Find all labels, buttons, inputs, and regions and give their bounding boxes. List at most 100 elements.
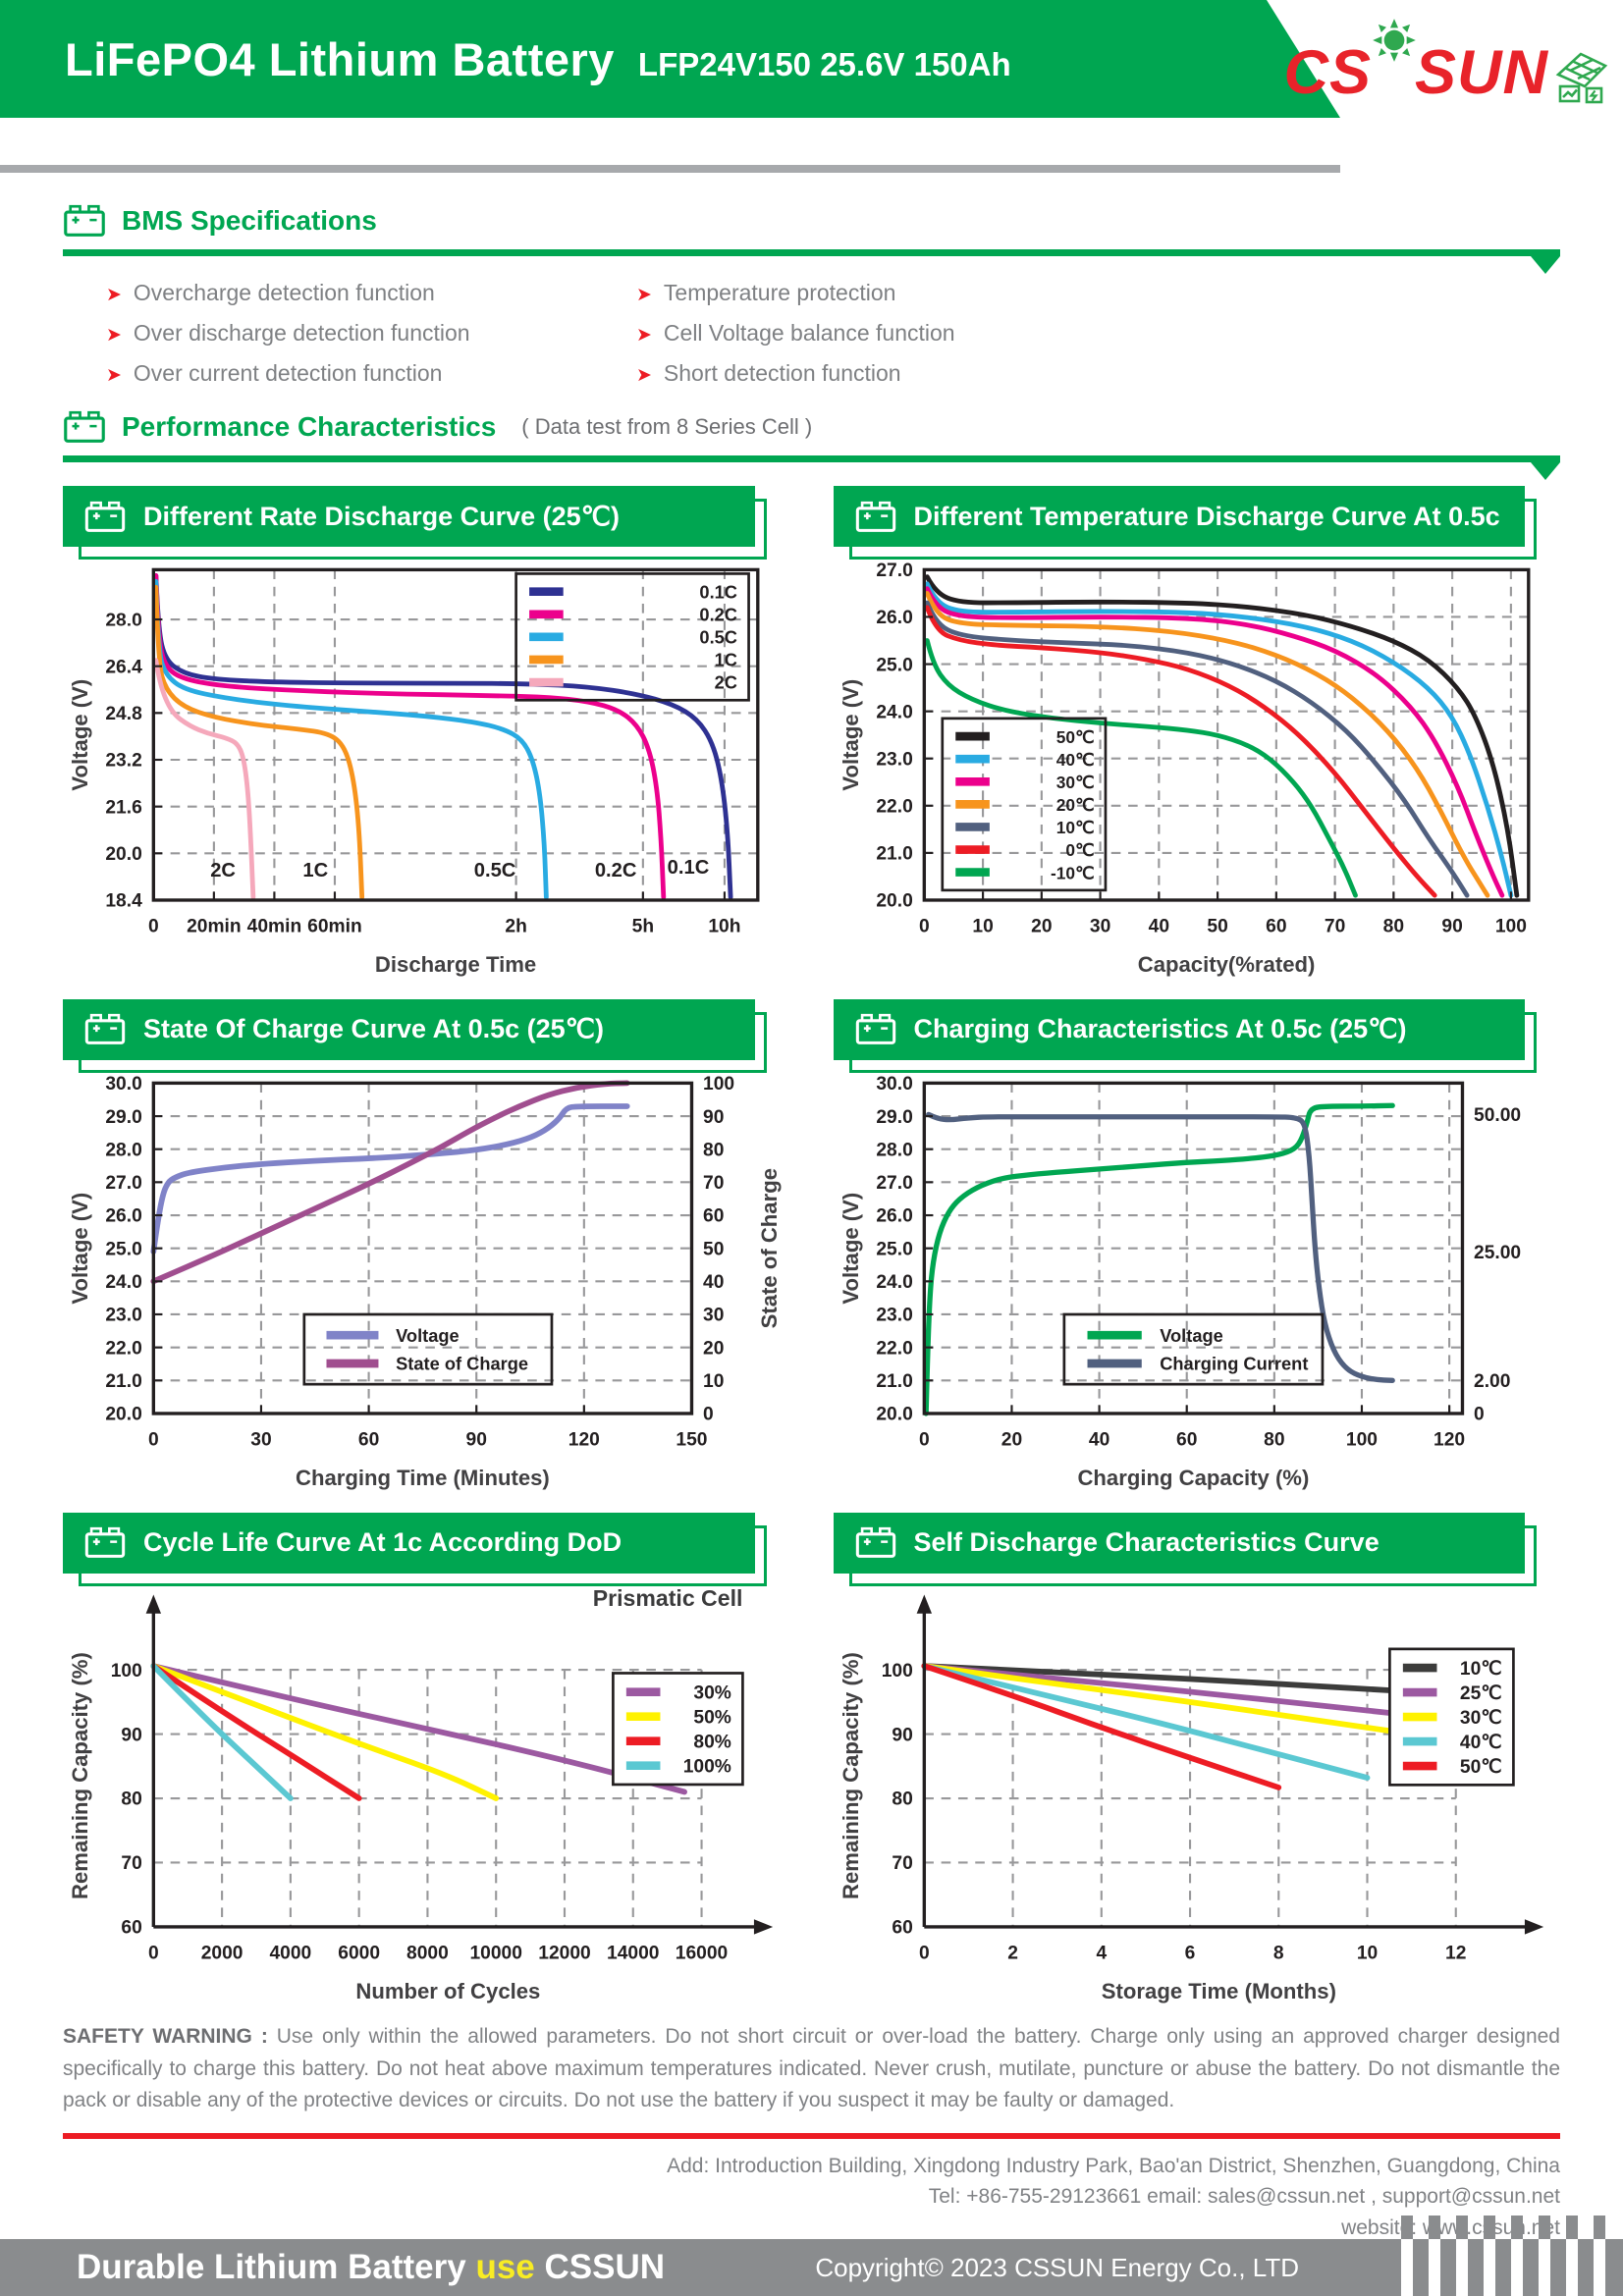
battery-icon <box>84 1526 126 1558</box>
list-item: ➤ Over discharge detection function <box>106 320 636 347</box>
bullet-label: Temperature protection <box>663 280 896 305</box>
arrow-bullet-icon: ➤ <box>636 285 652 305</box>
chart-title-bar: Cycle Life Curve At 1c According DoD <box>63 1512 766 1586</box>
svg-text:1C: 1C <box>715 650 737 670</box>
svg-text:5h: 5h <box>632 917 654 937</box>
svg-text:60: 60 <box>892 1917 912 1938</box>
svg-text:100: 100 <box>111 1660 142 1681</box>
svg-text:Discharge Time: Discharge Time <box>375 952 536 977</box>
svg-text:8: 8 <box>1272 1943 1283 1963</box>
svg-text:20.0: 20.0 <box>876 891 912 912</box>
bms-bullets: ➤ Overcharge detection function ➤ Over d… <box>106 280 1560 387</box>
svg-text:20.0: 20.0 <box>876 1404 912 1424</box>
svg-text:70: 70 <box>121 1853 141 1874</box>
svg-text:0.1C: 0.1C <box>699 581 737 602</box>
svg-text:60: 60 <box>1176 1429 1197 1450</box>
arrow-bullet-icon: ➤ <box>106 365 122 386</box>
svg-text:80: 80 <box>892 1789 912 1809</box>
svg-text:60: 60 <box>1266 917 1286 937</box>
chart-canvas-6: 60 70 80 90 100 0 2 4 6 8 10 12 Storage Time (Months… <box>839 1593 1543 2003</box>
svg-text:1C: 1C <box>302 860 328 881</box>
chart-title: Different Temperature Discharge Curve At… <box>913 501 1500 531</box>
chart-panel-4: Charging Characteristics At 0.5c (25℃) 20… <box>833 998 1561 1493</box>
svg-text:90: 90 <box>703 1107 724 1128</box>
contact-address: Add: Introduction Building, Xingdong Ind… <box>667 2154 1560 2177</box>
battery-icon <box>855 1526 895 1558</box>
list-item: ➤ Overcharge detection function <box>106 280 636 306</box>
svg-text:12: 12 <box>1445 1943 1466 1963</box>
svg-text:30: 30 <box>703 1305 724 1325</box>
svg-text:24.0: 24.0 <box>105 1272 141 1293</box>
svg-text:28.0: 28.0 <box>876 1140 912 1160</box>
footer-tagline-use: use <box>475 2248 535 2286</box>
arrow-bullet-icon: ➤ <box>106 325 122 346</box>
svg-text:28.0: 28.0 <box>105 611 141 631</box>
svg-text:60: 60 <box>358 1429 379 1450</box>
svg-text:20.0: 20.0 <box>105 844 141 865</box>
chart-title: Different Rate Discharge Curve (25℃) <box>143 501 620 531</box>
svg-text:50%: 50% <box>693 1707 730 1728</box>
svg-text:24.8: 24.8 <box>105 704 142 724</box>
svg-text:4000: 4000 <box>269 1943 311 1963</box>
svg-text:23.0: 23.0 <box>876 749 912 770</box>
svg-text:8000: 8000 <box>406 1943 449 1963</box>
svg-text:0℃: 0℃ <box>1065 840 1094 860</box>
chart-title-bar: Different Rate Discharge Curve (25℃) <box>63 486 766 560</box>
solar-house-icon <box>1555 52 1608 104</box>
chart-panel-3: State Of Charge Curve At 0.5c (25℃) 20.0 2… <box>63 998 790 1493</box>
svg-text:0: 0 <box>918 917 929 937</box>
svg-text:10℃: 10℃ <box>1055 818 1094 837</box>
list-item: ➤ Short detection function <box>636 360 1560 387</box>
svg-text:70: 70 <box>892 1853 912 1874</box>
svg-text:25.0: 25.0 <box>876 655 912 675</box>
arrow-bullet-icon: ➤ <box>106 285 122 305</box>
svg-text:-10℃: -10℃ <box>1050 863 1093 882</box>
svg-text:2C: 2C <box>210 860 236 881</box>
svg-text:Voltage: Voltage <box>396 1325 460 1346</box>
list-item: ➤ Cell Voltage balance function <box>636 320 1560 347</box>
red-divider <box>63 2132 1560 2139</box>
sun-icon <box>1373 19 1416 62</box>
svg-text:16000: 16000 <box>676 1943 728 1963</box>
chart-canvas-5: 60 70 80 90 100 0 2000 4000 6000 8000 10000 12000 14… <box>68 1585 774 2003</box>
svg-text:0.5C: 0.5C <box>699 627 737 648</box>
bullet-label: Over discharge detection function <box>133 320 470 346</box>
svg-text:100: 100 <box>1494 917 1526 937</box>
bms-section-heading: BMS Specifications <box>63 204 1560 238</box>
svg-text:120: 120 <box>1434 1429 1465 1450</box>
chart-title-bar: Self Discharge Characteristics Curve <box>833 1512 1537 1586</box>
list-item: ➤ Temperature protection <box>636 280 1560 306</box>
svg-text:26.4: 26.4 <box>105 657 142 677</box>
svg-text:10℃: 10℃ <box>1459 1658 1501 1679</box>
bms-bullets-right: ➤ Temperature protection ➤ Cell Voltage … <box>636 280 1560 387</box>
footer-tagline-2: CSSUN <box>534 2248 666 2286</box>
svg-text:Voltage (V): Voltage (V) <box>839 679 863 791</box>
chart-canvas-1: 18.4 20.0 21.6 23.2 24.8 26.4 28.0 0 20min 40min 6… <box>68 567 760 977</box>
svg-text:22.0: 22.0 <box>105 1338 141 1359</box>
svg-text:27.0: 27.0 <box>876 1173 912 1194</box>
svg-text:2h: 2h <box>505 917 526 937</box>
svg-text:0: 0 <box>918 1943 929 1963</box>
svg-text:21.0: 21.0 <box>105 1371 141 1392</box>
header-titles: LiFePO4 Lithium Battery LFP24V150 25.6V … <box>65 0 1011 118</box>
svg-text:40℃: 40℃ <box>1459 1732 1501 1752</box>
battery-icon <box>855 501 895 532</box>
svg-text:24.0: 24.0 <box>876 1272 912 1293</box>
svg-text:0: 0 <box>148 1943 159 1963</box>
header-green-band <box>0 0 1340 118</box>
svg-text:Capacity(%rated): Capacity(%rated) <box>1137 952 1315 977</box>
svg-text:Voltage (V): Voltage (V) <box>68 1193 92 1305</box>
svg-text:State of Charge: State of Charge <box>396 1353 528 1373</box>
safety-warning-label: SAFETY WARNING : <box>63 2025 268 2049</box>
svg-text:20min: 20min <box>187 917 242 937</box>
svg-text:70: 70 <box>1324 917 1344 937</box>
chart-title-bar: State Of Charge Curve At 0.5c (25℃) <box>63 998 766 1073</box>
svg-text:29.0: 29.0 <box>105 1107 141 1128</box>
svg-text:40: 40 <box>1088 1429 1109 1450</box>
svg-text:90: 90 <box>1441 917 1462 937</box>
page-title: LiFePO4 Lithium Battery <box>65 32 615 85</box>
svg-text:25℃: 25℃ <box>1459 1682 1501 1703</box>
svg-text:0: 0 <box>148 917 159 937</box>
arrow-bullet-icon: ➤ <box>636 325 652 346</box>
